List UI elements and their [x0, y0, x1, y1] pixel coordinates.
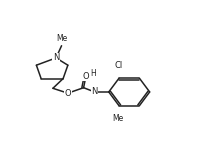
Text: O: O	[64, 89, 71, 98]
Text: O: O	[82, 72, 89, 81]
Text: Cl: Cl	[114, 61, 122, 70]
Text: N: N	[53, 53, 59, 62]
Text: Me: Me	[112, 114, 123, 123]
Text: H: H	[90, 69, 96, 78]
Text: N: N	[91, 88, 97, 96]
Text: Me: Me	[56, 34, 68, 43]
